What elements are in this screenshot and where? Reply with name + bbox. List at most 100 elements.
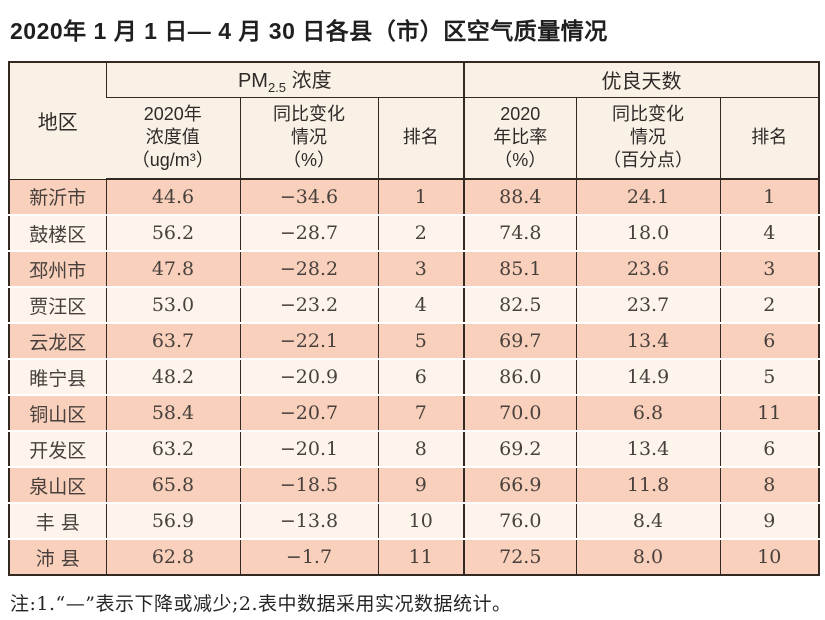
col-header-pm-rank: 排名 [377,97,465,180]
col-header-good-change: 同比变化 情况 （百分点） [575,97,721,180]
table-row: 丰 县 56.9 −13.8 10 76.0 8.4 9 [9,503,820,540]
cell-good-rate: 72.5 [463,539,577,575]
cell-region: 铜山区 [9,395,106,432]
page-title: 2020年 1 月 1 日— 4 月 30 日各县（市）区空气质量情况 [10,18,608,44]
cell-pm-change: −20.7 [239,395,378,432]
table-row: 沛 县 62.8 −1.7 11 72.5 8.0 10 [9,539,820,575]
table-row: 贾汪区 53.0 −23.2 4 82.5 23.7 2 [9,287,820,324]
cell-good-rank: 4 [719,215,820,252]
table-row: 睢宁县 48.2 −20.9 6 86.0 14.9 5 [9,359,820,396]
cell-good-rank: 9 [719,503,820,540]
cell-good-change: 8.0 [575,539,721,575]
table-row: 云龙区 63.7 −22.1 5 69.7 13.4 6 [9,323,820,360]
pm25-label-suffix: 浓度 [286,70,332,93]
cell-good-rate: 69.7 [463,323,577,360]
cell-pm-rank: 11 [377,539,465,575]
cell-good-rate: 76.0 [463,503,577,540]
cell-good-change: 24.1 [575,179,721,216]
cell-good-rate: 85.1 [463,251,577,288]
cell-pm-value: 58.4 [105,395,240,432]
cell-pm-value: 56.2 [105,215,240,252]
cell-region: 邳州市 [9,251,106,288]
cell-good-rank: 11 [719,395,820,432]
cell-good-rank: 6 [719,431,820,468]
col-group-pm25: PM2.5 浓度 [105,62,465,98]
cell-good-rank: 6 [719,323,820,360]
cell-pm-value: 44.6 [105,179,240,216]
cell-good-rank: 2 [719,287,820,324]
cell-good-rank: 8 [719,467,820,504]
cell-region: 泉山区 [9,467,106,504]
pm25-label-prefix: PM [237,70,268,93]
cell-pm-value: 63.2 [105,431,240,468]
table-row: 泉山区 65.8 −18.5 9 66.9 11.8 8 [9,467,820,504]
cell-region: 开发区 [9,431,106,468]
cell-good-rate: 70.0 [463,395,577,432]
cell-good-rate: 74.8 [463,215,577,252]
cell-pm-change: −23.2 [239,287,378,324]
cell-good-rank: 5 [719,359,820,396]
cell-good-change: 13.4 [575,431,721,468]
table-body: 新沂市 44.6 −34.6 1 88.4 24.1 1 鼓楼区 56.2 −28.7 2 74.8 1… [9,179,820,575]
col-header-good-rank: 排名 [719,97,820,180]
cell-pm-rank: 1 [377,179,465,216]
cell-good-change: 11.8 [575,467,721,504]
cell-pm-change: −20.9 [239,359,378,396]
cell-pm-change: −34.6 [239,179,378,216]
header-group-row: 地区 PM2.5 浓度 优良天数 [9,62,820,180]
cell-pm-rank: 7 [377,395,465,432]
cell-pm-value: 53.0 [105,287,240,324]
cell-pm-rank: 5 [377,323,465,360]
col-header-good-rate: 2020 年比率 （%） [463,97,577,180]
cell-pm-rank: 2 [377,215,465,252]
cell-region: 云龙区 [9,323,106,360]
cell-good-change: 23.7 [575,287,721,324]
cell-good-change: 23.6 [575,251,721,288]
cell-pm-rank: 10 [377,503,465,540]
cell-good-change: 8.4 [575,503,721,540]
cell-region: 鼓楼区 [9,215,106,252]
cell-pm-value: 65.8 [105,467,240,504]
cell-good-rank: 3 [719,251,820,288]
table-row: 邳州市 47.8 −28.2 3 85.1 23.6 3 [9,251,820,288]
footnote: 注:1.“—”表示下降或减少;2.表中数据采用实况数据统计。 [10,593,512,615]
cell-good-rate: 86.0 [463,359,577,396]
cell-good-change: 13.4 [575,323,721,360]
col-header-pm-change: 同比变化 情况 （%） [239,97,378,180]
col-header-pm-value: 2020年 浓度值 （ug/m³） [106,97,240,180]
header-sub-row: 2020年 浓度值 （ug/m³） 同比变化 情况 （%） 排名 2020 年比… [9,97,820,180]
cell-pm-change: −13.8 [239,503,378,540]
cell-pm-rank: 9 [377,467,465,504]
cell-good-change: 14.9 [575,359,721,396]
table-row: 新沂市 44.6 −34.6 1 88.4 24.1 1 [9,179,820,216]
cell-pm-change: −1.7 [239,539,378,575]
cell-pm-value: 63.7 [105,323,240,360]
cell-pm-change: −28.7 [239,215,378,252]
cell-good-rate: 66.9 [463,467,577,504]
cell-good-rank: 1 [719,179,820,216]
cell-pm-value: 47.8 [105,251,240,288]
cell-good-rate: 69.2 [463,431,577,468]
cell-good-change: 18.0 [575,215,721,252]
cell-pm-value: 62.8 [105,539,240,575]
pm25-label-subscript: 2.5 [267,80,287,96]
cell-pm-rank: 4 [377,287,465,324]
cell-region: 丰 县 [9,503,106,540]
cell-pm-change: −18.5 [239,467,378,504]
cell-region: 贾汪区 [9,287,106,324]
cell-good-rate: 88.4 [463,179,577,216]
table-row: 鼓楼区 56.2 −28.7 2 74.8 18.0 4 [9,215,820,252]
cell-pm-value: 56.9 [105,503,240,540]
cell-pm-change: −20.1 [239,431,378,468]
cell-region: 沛 县 [35,547,80,570]
table-row: 开发区 63.2 −20.1 8 69.2 13.4 6 [9,431,820,468]
cell-pm-value: 48.2 [105,359,240,396]
cell-pm-rank: 8 [377,431,465,468]
cell-good-change: 6.8 [575,395,721,432]
cell-pm-rank: 3 [377,251,465,288]
table-row: 铜山区 58.4 −20.7 7 70.0 6.8 11 [9,395,820,432]
cell-good-rank: 10 [719,539,820,575]
cell-region: 睢宁县 [9,359,106,396]
cell-region: 新沂市 [9,179,106,216]
